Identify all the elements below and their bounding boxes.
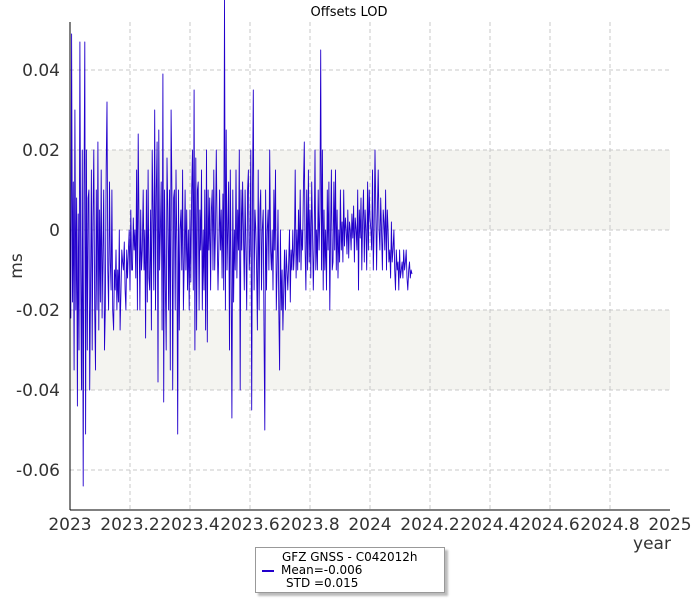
x-tick-label: 2023.2	[100, 515, 159, 535]
x-tick-label: 2024.2	[400, 515, 459, 535]
y-axis-label: ms	[7, 253, 27, 279]
x-tick-label: 2023.6	[220, 515, 279, 535]
legend-std: STD =0.015	[286, 576, 359, 590]
x-tick-label: 2025	[648, 515, 691, 535]
x-tick-label: 2023	[48, 515, 91, 535]
x-tick-label: 2024.8	[580, 515, 639, 535]
y-tick-label: 0.04	[22, 61, 60, 81]
x-tick-label: 2024.4	[460, 515, 519, 535]
x-tick-label: 2024	[348, 515, 391, 535]
y-tick-label: 0	[49, 221, 60, 241]
legend-line-swatch	[262, 570, 274, 572]
y-tick-labels: 0.04 0.02 0 -0.02 -0.04 -0.06	[16, 61, 60, 481]
x-tick-labels: 2023 2023.2 2023.4 2023.6 2023.8 2024 2024.2 20…	[48, 515, 691, 535]
legend-mean: Mean=-0.006	[281, 563, 363, 577]
axes	[69, 22, 670, 511]
x-tick-label: 2023.8	[280, 515, 339, 535]
series-layer	[69, 0, 413, 487]
y-tick-label: -0.06	[16, 461, 60, 481]
x-axis-label: year	[633, 534, 671, 554]
x-tick-label: 2024.6	[520, 515, 579, 535]
y-tick-label: 0.02	[22, 141, 60, 161]
y-tick-label: -0.04	[16, 381, 60, 401]
y-tick-label: -0.02	[16, 301, 60, 321]
chart-title: Offsets LOD	[311, 5, 388, 20]
std-band-1	[70, 310, 670, 390]
series-line-0	[69, 0, 413, 487]
x-tick-label: 2023.4	[160, 515, 219, 535]
legend: GFZ GNSS - C042012h Mean=-0.006 STD =0.0…	[255, 547, 445, 593]
legend-series-name: GFZ GNSS - C042012h	[282, 550, 418, 564]
